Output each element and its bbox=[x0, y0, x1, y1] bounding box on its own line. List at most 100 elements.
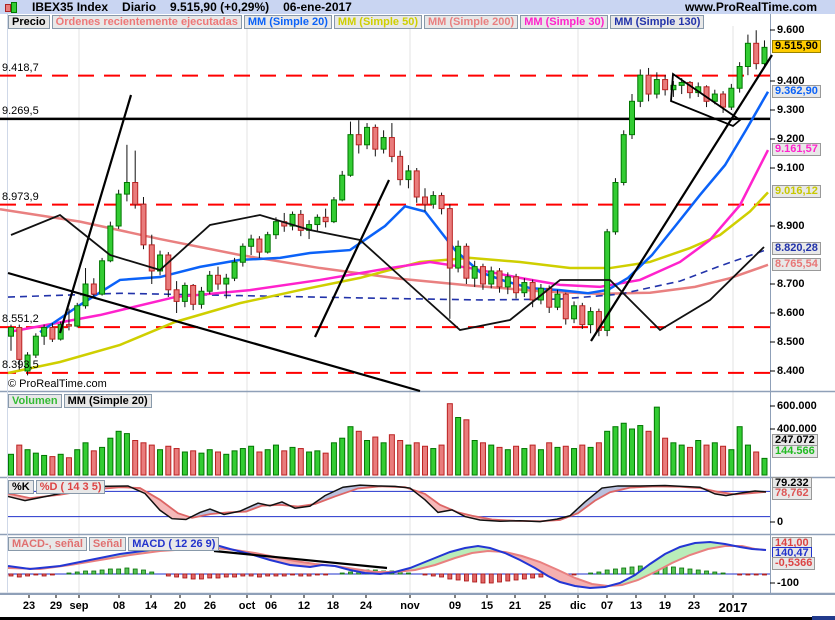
candle-body bbox=[181, 284, 188, 302]
price-legend-chip[interactable]: Órdenes recientemente ejecutadas bbox=[51, 15, 242, 29]
macd-histogram-bar bbox=[33, 573, 39, 576]
trendline[interactable] bbox=[590, 54, 773, 342]
candle-body bbox=[173, 289, 180, 302]
volume-ma20-line bbox=[10, 213, 765, 332]
x-axis-label: 24 bbox=[359, 600, 373, 612]
candle-body bbox=[612, 182, 619, 233]
volume-bar bbox=[422, 445, 428, 476]
macd-histogram-bar bbox=[497, 573, 502, 583]
macd-histogram-bar bbox=[149, 571, 155, 575]
macd-legend-chip[interactable]: MACD-, señal bbox=[8, 537, 87, 551]
volume-bar bbox=[637, 425, 644, 476]
macd-histogram-bar bbox=[124, 567, 130, 575]
volume-bar bbox=[504, 449, 511, 476]
stoch-legend-chip[interactable]: %D ( 14 3 5) bbox=[35, 480, 106, 494]
volume-bar bbox=[314, 450, 321, 476]
volume-bar bbox=[488, 444, 495, 476]
candle-body bbox=[123, 182, 130, 195]
volume-bar bbox=[41, 454, 48, 476]
price-legend-chip[interactable]: MM (Simple 20) bbox=[243, 15, 332, 29]
volume-bar bbox=[223, 453, 230, 476]
price-legend-chip[interactable]: MM (Simple 50) bbox=[333, 15, 422, 29]
price-legend-chip[interactable]: Precio bbox=[8, 15, 50, 29]
macd-histogram-bar bbox=[256, 573, 262, 578]
volume-bar bbox=[496, 446, 503, 476]
volume-bar bbox=[107, 437, 114, 476]
volume-bar bbox=[157, 449, 164, 476]
candle-body bbox=[190, 284, 197, 305]
site-link[interactable]: www.ProRealTime.com bbox=[684, 0, 817, 14]
candle-body bbox=[463, 245, 470, 279]
trendline[interactable] bbox=[58, 94, 133, 334]
stoch-pane-legend: %K %D ( 14 3 5) bbox=[8, 480, 107, 494]
volume-bar bbox=[537, 449, 544, 476]
price-axis-tick: 8.600 bbox=[777, 307, 805, 319]
candle-body bbox=[438, 195, 445, 210]
price-legend-chip[interactable]: MM (Simple 200) bbox=[424, 15, 519, 29]
macd-histogram-bar bbox=[406, 572, 411, 575]
macd-value-box: -0,5366 bbox=[772, 557, 816, 570]
candle-body bbox=[32, 335, 39, 356]
volume-legend-chip[interactable]: MM (Simple 20) bbox=[63, 394, 152, 408]
macd-histogram-bar bbox=[447, 573, 453, 580]
macd-histogram-bar bbox=[745, 573, 751, 576]
price-axis-tick: 9.100 bbox=[777, 162, 805, 174]
candle-body bbox=[496, 270, 503, 288]
volume-bar bbox=[405, 444, 412, 476]
volume-legend-chip[interactable]: Volumen bbox=[8, 394, 62, 408]
candle-body bbox=[397, 155, 404, 181]
candle-body bbox=[571, 305, 578, 320]
candle-body bbox=[264, 234, 271, 253]
volume-bar bbox=[703, 444, 710, 476]
volume-bar bbox=[24, 449, 31, 476]
macd-histogram-bar bbox=[248, 573, 254, 577]
volume-bar bbox=[736, 426, 743, 476]
chart-background bbox=[0, 14, 835, 617]
macd-histogram-bar bbox=[99, 569, 105, 575]
price-axis-tick: 8.900 bbox=[777, 220, 805, 232]
price-legend-chip[interactable]: MM (Simple 130) bbox=[610, 15, 705, 29]
volume-bar bbox=[579, 444, 586, 476]
price-legend-chip[interactable]: MM (Simple 30) bbox=[520, 15, 609, 29]
macd-histogram-bar bbox=[604, 569, 610, 575]
volume-bar bbox=[190, 450, 197, 476]
x-axis-label: 19 bbox=[658, 600, 672, 612]
macd-histogram-bar bbox=[629, 566, 635, 575]
candle-body bbox=[297, 213, 304, 231]
trendline[interactable] bbox=[314, 179, 390, 338]
macd-histogram-bar bbox=[472, 573, 478, 583]
price-axis-tick: 8.500 bbox=[777, 336, 805, 348]
macd-axis-tick: -100 bbox=[777, 577, 800, 589]
volume-bar bbox=[339, 437, 346, 476]
candle-body bbox=[562, 293, 569, 320]
volume-bar bbox=[306, 451, 313, 476]
candle-body bbox=[720, 93, 727, 108]
candle-body bbox=[521, 282, 528, 294]
resize-corner[interactable] bbox=[812, 616, 835, 620]
macd-fill bbox=[672, 548, 676, 563]
macd-histogram-bar bbox=[339, 572, 345, 575]
macd-histogram-bar bbox=[762, 573, 767, 576]
macd-trendline[interactable] bbox=[213, 549, 388, 570]
candle-body bbox=[165, 254, 172, 291]
macd-fill bbox=[696, 542, 700, 553]
macd-fill bbox=[688, 543, 692, 556]
macd-fill bbox=[692, 542, 696, 555]
x-axis-label: 18 bbox=[326, 600, 340, 612]
macd-histogram-bar bbox=[281, 573, 287, 577]
macd-fill bbox=[660, 554, 664, 570]
macd-legend-chip[interactable]: MACD ( 12 26 9) bbox=[128, 537, 220, 551]
candle-body bbox=[662, 79, 669, 91]
trendline[interactable] bbox=[7, 271, 421, 393]
macd-fill bbox=[448, 551, 452, 561]
macd-legend-chip[interactable]: Señal bbox=[88, 537, 127, 551]
price-level-label: 9.418,7 bbox=[2, 62, 39, 74]
stoch-legend-chip[interactable]: %K bbox=[8, 480, 34, 494]
candle-body bbox=[629, 100, 635, 136]
flag-channel[interactable] bbox=[670, 72, 742, 128]
instrument-name: IBEX35 Index bbox=[32, 0, 109, 14]
candle-body bbox=[587, 311, 594, 326]
volume-bar bbox=[248, 445, 255, 476]
macd-histogram-bar bbox=[720, 572, 726, 575]
